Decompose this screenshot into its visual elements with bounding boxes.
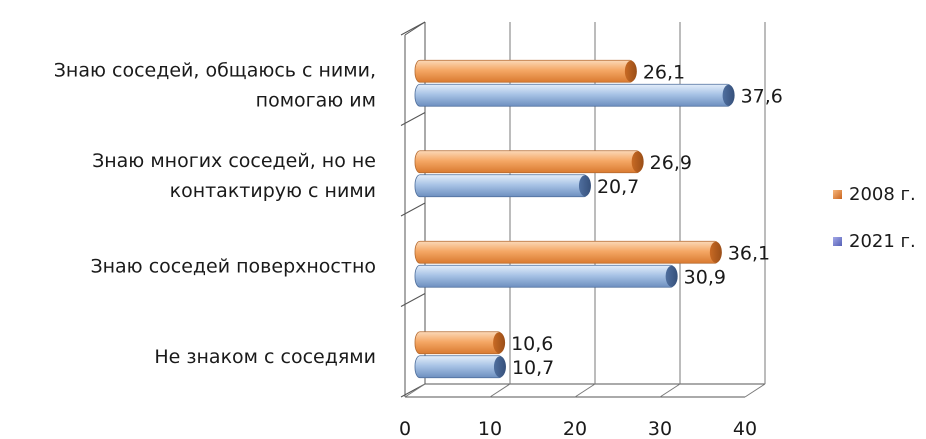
bar-2021	[414, 355, 505, 379]
data-label: 26,9	[650, 152, 692, 174]
category-label: Не знаком с соседями	[154, 346, 376, 368]
category-separator	[400, 293, 426, 307]
data-label: 30,9	[684, 266, 726, 288]
floor-grid-diagonal	[574, 383, 596, 398]
x-tick-label: 20	[563, 418, 587, 439]
legend-label: 2021 г.	[849, 231, 916, 252]
legend-label: 2008 г.	[849, 184, 916, 205]
legend-swatch	[833, 237, 842, 246]
floor-grid-diagonal	[404, 383, 426, 398]
bar-2008	[414, 150, 643, 174]
bar-end-cap	[493, 332, 506, 354]
category-separator	[400, 21, 426, 36]
floor-grid-diagonal	[659, 383, 681, 398]
x-axis-ticks: 0 10 20 30 40	[399, 418, 757, 439]
bar-end-cap	[722, 84, 735, 106]
legend-swatch	[833, 190, 842, 199]
category-label: контактирую с ними	[170, 180, 376, 202]
x-tick-label: 40	[733, 418, 757, 439]
data-label: 10,7	[512, 357, 554, 379]
bar-2008	[414, 240, 721, 264]
bar-end-cap	[493, 356, 506, 378]
bar-2021	[414, 264, 677, 288]
legend: 2008 г. 2021 г.	[833, 184, 916, 252]
floor-grid-diagonal	[489, 383, 511, 398]
data-label: 10,6	[511, 333, 553, 355]
category-labels: Знаю соседей, общаюсь с ними, помогаю им З…	[54, 59, 376, 368]
category-label: Знаю соседей поверхностно	[90, 255, 376, 277]
data-label: 20,7	[597, 176, 639, 198]
bar-end-cap	[631, 151, 644, 173]
bar-2021	[414, 174, 590, 198]
bar-end-cap	[578, 175, 591, 197]
bar-2021	[414, 83, 734, 107]
bar-2008	[414, 331, 504, 355]
x-tick-label: 0	[399, 418, 411, 439]
data-label: 37,6	[741, 85, 783, 107]
data-label: 36,1	[728, 242, 770, 264]
x-tick-label: 10	[478, 418, 502, 439]
category-label: Знаю соседей, общаюсь с ними,	[54, 59, 376, 81]
bar-end-cap	[624, 60, 637, 82]
data-label: 26,1	[643, 61, 685, 83]
bar-2008	[414, 59, 636, 83]
category-label: помогаю им	[256, 89, 376, 111]
category-separator	[400, 202, 426, 217]
bar-end-cap	[665, 265, 678, 287]
x-tick-label: 30	[648, 418, 672, 439]
category-label: Знаю многих соседей, но не	[92, 150, 376, 172]
category-separator	[400, 112, 426, 126]
floor-grid-diagonal	[744, 383, 766, 398]
data-labels: 26,1 37,6 26,9 20,7 36,130,9 10,610,7	[511, 61, 783, 379]
bar-end-cap	[709, 241, 722, 263]
bars	[414, 59, 735, 379]
